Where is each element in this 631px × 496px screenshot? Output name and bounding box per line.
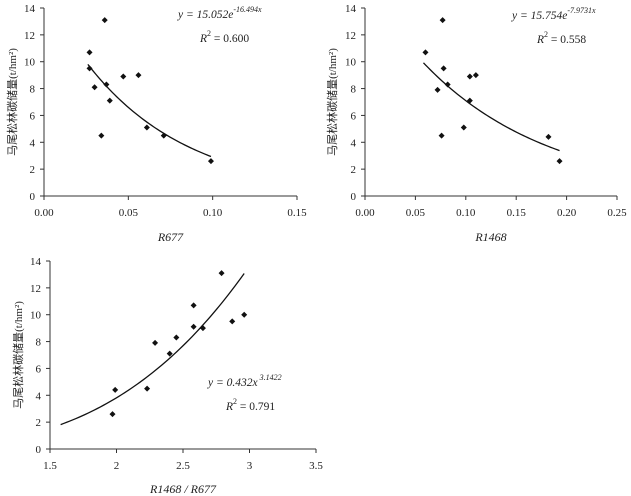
chart-1-x-tick-label: 0.00: [34, 207, 54, 219]
chart-1-data-point: [120, 73, 127, 80]
chart-3-data-point: [166, 350, 173, 357]
chart-2-r-squared-label: R2 = 0.558: [536, 30, 586, 46]
chart-2-x-tick-label: 0.05: [406, 207, 426, 219]
chart-1-data-point: [207, 158, 214, 165]
chart-2-y-tick-label: 0: [351, 191, 357, 203]
chart-3: 0 2 4 6 8 10 12 14 1.5 2 2.5 3 3.5 R1468 / R677 马尾松林碳储…: [11, 256, 323, 496]
chart-1-x-tick-label: 0.15: [287, 207, 307, 219]
chart-1-trend-line: [87, 63, 212, 158]
chart-1-data-point: [86, 65, 93, 72]
chart-2-y-tick-label: 6: [351, 110, 357, 122]
chart-2-data-point: [422, 49, 429, 56]
chart-1-y-tick-label: 2: [30, 164, 36, 176]
chart-2-y-tick-label: 10: [345, 57, 357, 69]
chart-2-x-tick-label: 0.20: [557, 207, 577, 219]
chart-2-data-point: [466, 73, 473, 80]
chart-1-data-point: [98, 132, 105, 139]
chart-2-y-tick-label: 8: [351, 84, 357, 96]
chart-1-y-tick-label: 10: [24, 57, 36, 69]
chart-1-data-point: [143, 124, 150, 131]
chart-3-data-point: [109, 411, 116, 418]
chart-1-y-tick-label: 8: [30, 84, 36, 96]
chart-1-y-tick-label: 6: [30, 110, 36, 122]
chart-3-x-axis-label: R1468 / R677: [149, 482, 217, 496]
chart-1-y-tick-label: 0: [30, 191, 36, 203]
chart-3-data-point: [144, 385, 151, 392]
chart-3-y-tick-label: 14: [30, 256, 42, 268]
chart-2-data-point: [556, 158, 563, 165]
chart-2-equation-label: y = 15.754e-7.9731x: [511, 6, 596, 22]
chart-3-x-tick-label: 2.5: [176, 460, 190, 472]
chart-1-data-point: [135, 72, 142, 79]
chart-2-x-tick-label: 0.15: [507, 207, 527, 219]
chart-2-data-point: [472, 72, 479, 79]
chart-3-x-tick-label: 3: [247, 460, 253, 472]
chart-3-y-tick-label: 6: [36, 363, 42, 375]
chart-3-equation-label: y = 0.432x 3.1422: [207, 373, 282, 389]
chart-2-y-tick-label: 4: [351, 137, 357, 149]
chart-2-data-point: [440, 65, 447, 72]
chart-3-y-tick-label: 8: [36, 337, 42, 349]
chart-3-trend-line: [60, 273, 245, 426]
chart-1-y-axis-label: 马尾松林碳储量(t/hm²): [5, 48, 19, 156]
chart-3-x-tick-label: 1.5: [43, 460, 57, 472]
chart-1: 0 2 4 6 8 10 12 14 0.00 0.05 0.10 0.15 R677 马尾松林碳储量(t…: [5, 3, 307, 244]
chart-1-x-axis-label: R677: [157, 230, 184, 244]
chart-3-x-tick-label: 2: [114, 460, 120, 472]
chart-2-y-axis-label: 马尾松林碳储量(t/hm²): [325, 48, 339, 156]
chart-2-data-point: [444, 81, 451, 88]
chart-2-data-point: [438, 132, 445, 139]
chart-1-x-tick-label: 0.05: [119, 207, 139, 219]
chart-2-data-point: [460, 124, 467, 131]
chart-3-data-point: [112, 386, 119, 393]
chart-2-y-tick-label: 2: [351, 164, 357, 176]
chart-2-y-tick-label: 14: [345, 3, 357, 15]
chart-3-y-tick-label: 10: [30, 310, 42, 322]
chart-3-y-tick-label: 12: [30, 283, 41, 295]
chart-1-data-point: [160, 132, 167, 139]
chart-1-data-point: [86, 49, 93, 56]
chart-3-data-point: [241, 311, 248, 318]
chart-3-y-tick-label: 2: [36, 417, 42, 429]
chart-1-data-point: [91, 84, 98, 91]
chart-2-y-tick-label: 12: [345, 30, 356, 42]
chart-1-data-point: [106, 97, 113, 104]
chart-2-data-point: [545, 133, 552, 140]
chart-3-data-point: [229, 318, 236, 325]
chart-3-y-tick-label: 0: [36, 444, 42, 456]
chart-1-data-point: [101, 17, 108, 24]
chart-1-equation-label: y = 15.052e-16.494x: [177, 5, 262, 21]
chart-2-x-axis-label: R1468: [474, 230, 506, 244]
chart-2-data-point: [439, 17, 446, 24]
chart-1-y-tick-label: 4: [30, 137, 36, 149]
chart-3-data-point: [218, 270, 225, 277]
chart-2-data-point: [466, 97, 473, 104]
chart-2: 0 2 4 6 8 10 12 14 0.00 0.05 0.10 0.15 0.20 0.25 R1468…: [325, 3, 627, 244]
chart-2-trend-line: [422, 62, 560, 152]
chart-1-r-squared-label: R2 = 0.600: [199, 29, 249, 45]
chart-3-r-squared-label: R2 = 0.791: [225, 397, 275, 413]
chart-1-x-tick-label: 0.10: [203, 207, 223, 219]
chart-2-x-tick-label: 0.10: [456, 207, 476, 219]
chart-3-y-axis-label: 马尾松林碳储量(t/hm²): [11, 301, 25, 409]
chart-1-y-tick-label: 14: [24, 3, 36, 15]
chart-1-data-point: [103, 81, 110, 88]
chart-2-x-tick-label: 0.25: [607, 207, 627, 219]
chart-3-x-tick-label: 3.5: [309, 460, 323, 472]
chart-2-data-point: [434, 86, 441, 93]
chart-2-x-tick-label: 0.00: [355, 207, 375, 219]
chart-1-y-tick-label: 12: [24, 30, 35, 42]
chart-3-data-point: [199, 325, 206, 332]
chart-3-data-point: [173, 334, 180, 341]
chart-3-data-point: [190, 323, 197, 330]
chart-3-data-point: [152, 339, 159, 346]
chart-3-y-tick-label: 4: [36, 390, 42, 402]
chart-3-data-point: [190, 302, 197, 309]
